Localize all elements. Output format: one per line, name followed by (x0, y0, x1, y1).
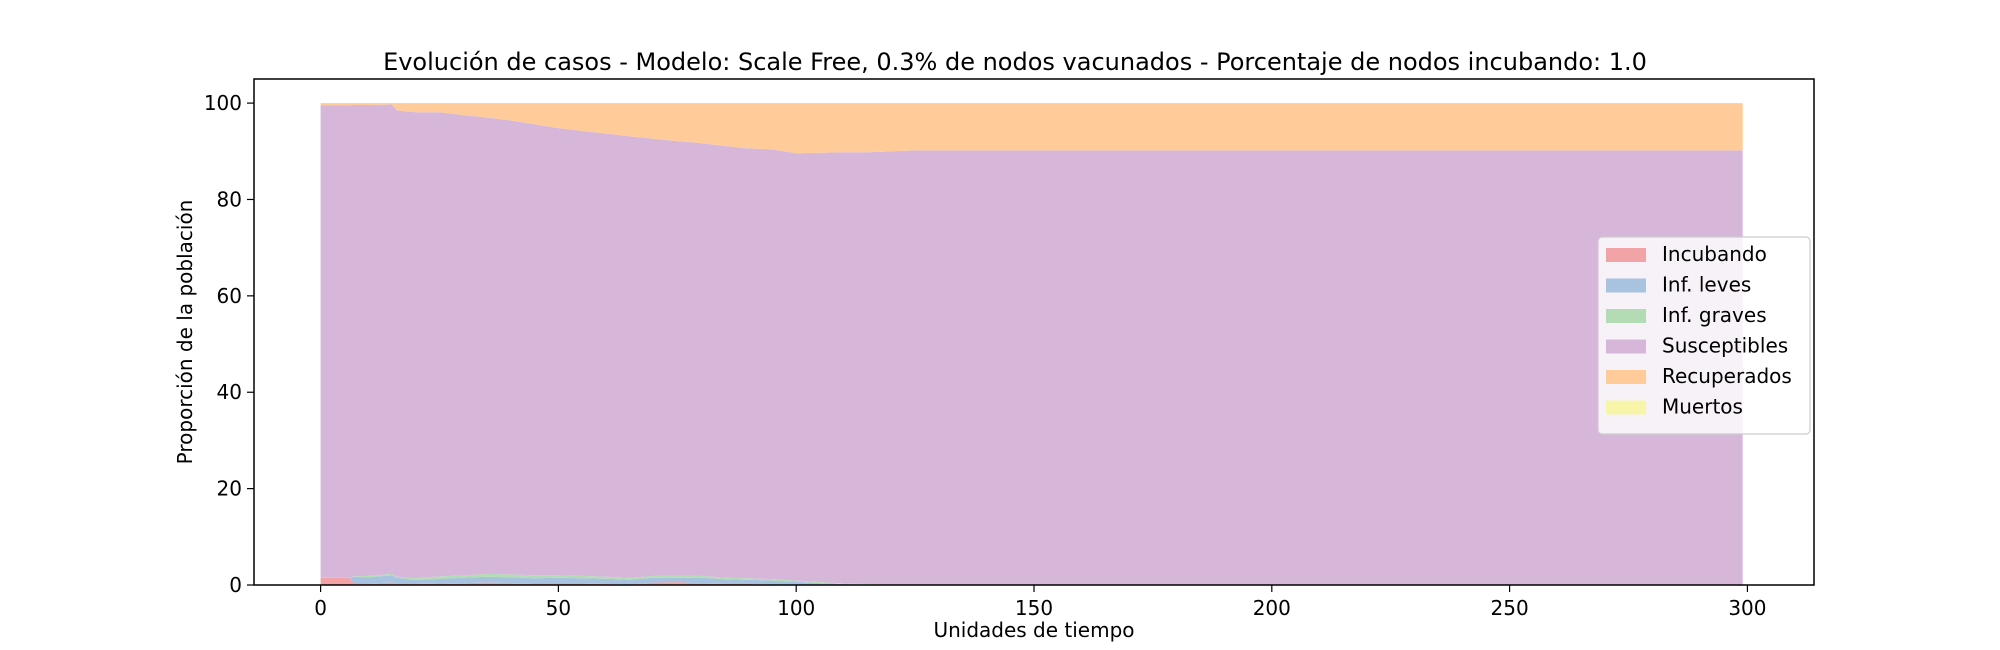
legend-label-incubando: Incubando (1662, 242, 1767, 266)
x-tick-label: 100 (777, 596, 815, 620)
y-axis-ticks: 0 20 40 60 80 100 (204, 91, 254, 597)
x-tick-label: 250 (1491, 596, 1529, 620)
legend-swatch-inf-leves (1606, 278, 1646, 293)
chart-title: Evolución de casos - Modelo: Scale Free,… (383, 48, 1647, 76)
area-inf-graves (320, 573, 1743, 585)
x-tick-label: 300 (1728, 596, 1766, 620)
x-tick-label: 0 (314, 596, 327, 620)
y-axis-label: Proporción de la población (173, 200, 197, 465)
x-tick-label: 50 (546, 596, 571, 620)
y-tick-label: 60 (217, 284, 242, 308)
legend-label-inf-graves: Inf. graves (1662, 303, 1767, 327)
y-tick-label: 20 (217, 477, 242, 501)
legend-swatch-recuperados (1606, 370, 1646, 384)
legend-frame (1597, 236, 1811, 435)
x-tick-label: 150 (1015, 596, 1053, 620)
legend-label-inf-leves: Inf. leves (1662, 273, 1751, 297)
legend-label-recuperados: Recuperados (1662, 364, 1792, 388)
area-incubando (320, 577, 1743, 585)
legend-swatch-incubando (1606, 248, 1646, 262)
x-tick-label: 200 (1253, 596, 1291, 620)
legend-swatch-susceptibles (1606, 339, 1646, 354)
x-axis-label: Unidades de tiempo (933, 618, 1134, 642)
legend: Incubando Inf. leves Inf. graves Susceptibl… (1597, 236, 1811, 435)
legend-swatch-inf-graves (1606, 309, 1646, 323)
x-axis-ticks: 0 50 100 150 200 250 300 (314, 585, 1767, 620)
legend-swatch-muertos (1606, 400, 1646, 415)
y-tick-label: 80 (217, 187, 242, 211)
legend-label-susceptibles: Susceptibles (1662, 334, 1788, 358)
area-recuperados (320, 103, 1743, 154)
area-susceptibles (320, 104, 1743, 585)
legend-label-muertos: Muertos (1662, 395, 1743, 419)
y-tick-label: 100 (204, 91, 242, 115)
y-tick-label: 0 (229, 573, 242, 597)
series-areas (320, 103, 1743, 585)
y-tick-label: 40 (217, 380, 242, 404)
